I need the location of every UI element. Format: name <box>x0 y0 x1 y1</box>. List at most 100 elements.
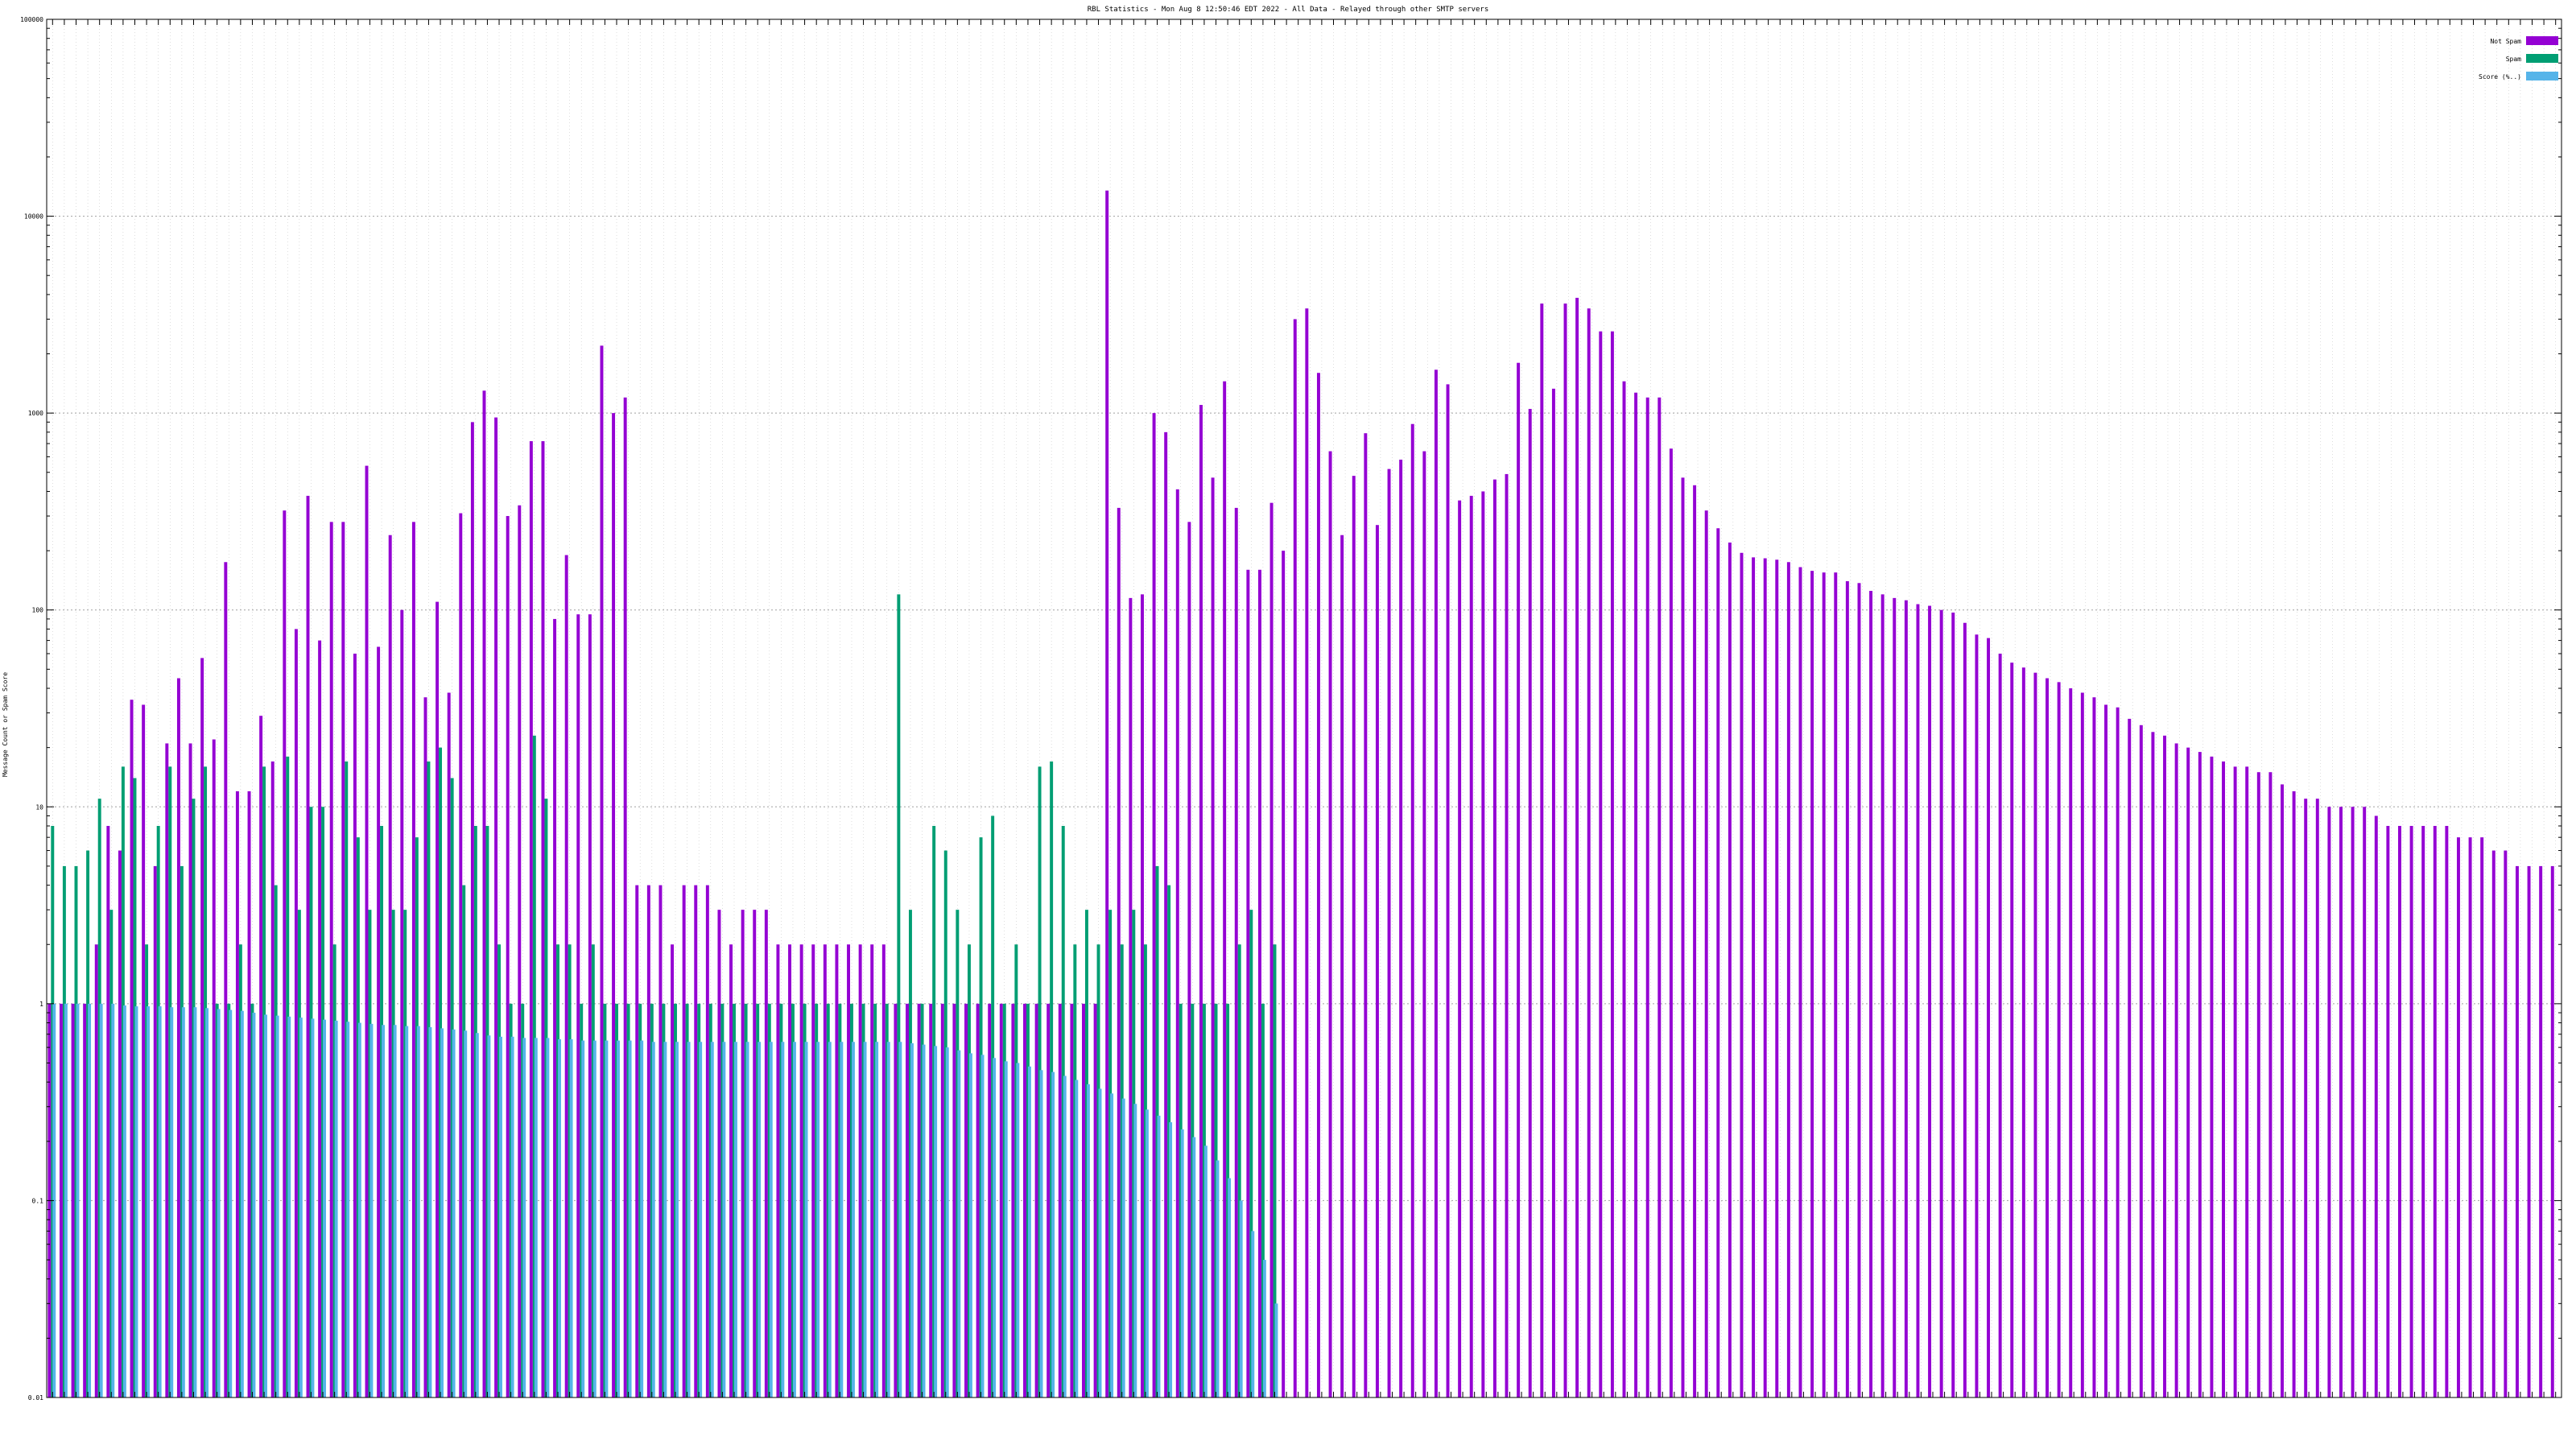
bar-not-spam <box>2139 724 2143 1397</box>
bar-not-spam <box>2457 837 2460 1397</box>
bar-spam <box>509 1003 513 1397</box>
bar-not-spam <box>2351 807 2355 1397</box>
bar-not-spam <box>988 1003 992 1397</box>
bar-not-spam <box>1481 491 1485 1398</box>
y-tick-label: 100 <box>32 607 44 614</box>
bar-score <box>405 1026 409 1397</box>
y-tick-label: 100000 <box>20 16 43 23</box>
bar-not-spam <box>341 522 345 1397</box>
bar-not-spam <box>1517 362 1521 1398</box>
bar-not-spam <box>1164 431 1168 1398</box>
bar-not-spam <box>83 1003 87 1397</box>
bar-spam <box>1026 1003 1030 1397</box>
bar-not-spam <box>658 885 663 1397</box>
bar-not-spam <box>2104 704 2108 1397</box>
bar-not-spam <box>1293 319 1297 1397</box>
bar-not-spam <box>2021 667 2025 1397</box>
bar-not-spam <box>1786 562 1790 1397</box>
bar-score <box>851 1042 855 1397</box>
bar-score <box>240 1010 244 1397</box>
bar-not-spam <box>270 761 275 1397</box>
bar-not-spam <box>2057 682 2061 1397</box>
bar-score <box>275 1015 279 1397</box>
bar-not-spam <box>811 944 815 1397</box>
bar-not-spam <box>1129 597 1133 1397</box>
bar-score <box>475 1033 479 1397</box>
bar-not-spam <box>1257 569 1261 1397</box>
bar-score <box>898 1042 902 1397</box>
bar-not-spam <box>1175 489 1179 1397</box>
bar-spam <box>345 761 349 1397</box>
bar-not-spam <box>823 944 827 1397</box>
bar-score <box>1121 1098 1125 1397</box>
bar-score <box>546 1038 550 1397</box>
bar-not-spam <box>741 910 745 1397</box>
bar-not-spam <box>2550 865 2554 1397</box>
bar-not-spam <box>1141 594 1144 1397</box>
bar-not-spam <box>188 743 192 1397</box>
bar-score <box>922 1044 926 1397</box>
bar-score <box>193 1007 197 1397</box>
bar-not-spam <box>2421 825 2425 1397</box>
bar-not-spam <box>447 692 451 1397</box>
bar-not-spam <box>1070 1003 1074 1397</box>
bar-not-spam <box>247 791 251 1397</box>
bar-not-spam <box>1575 297 1579 1397</box>
bar-not-spam <box>200 658 204 1397</box>
bar-score <box>1216 1160 1220 1397</box>
bar-score <box>1228 1178 1232 1397</box>
bar-not-spam <box>1845 580 1849 1397</box>
bar-not-spam <box>929 1003 933 1397</box>
bar-score <box>534 1038 538 1397</box>
bar-not-spam <box>1681 477 1685 1397</box>
bar-not-spam <box>529 441 533 1397</box>
bar-spam <box>1273 944 1277 1397</box>
bar-not-spam <box>2046 678 2050 1397</box>
bar-not-spam <box>1316 373 1320 1397</box>
bar-not-spam <box>2151 732 2155 1397</box>
bar-not-spam <box>600 345 604 1398</box>
bar-not-spam <box>353 653 357 1397</box>
bar-not-spam <box>283 510 287 1398</box>
bar-spam <box>1249 910 1253 1397</box>
bar-not-spam <box>1058 1003 1062 1397</box>
bar-spam <box>238 944 242 1397</box>
bar-spam <box>826 1003 830 1397</box>
bar-not-spam <box>1869 591 1873 1397</box>
bar-not-spam <box>1634 392 1638 1398</box>
bar-score <box>311 1018 315 1397</box>
chart-title: RBL Statistics - Mon Aug 8 12:50:46 EDT … <box>1088 6 1489 14</box>
bar-not-spam <box>1657 397 1662 1398</box>
bar-not-spam <box>2256 772 2260 1397</box>
bar-score <box>687 1042 691 1397</box>
bar-not-spam <box>329 522 333 1397</box>
bar-not-spam <box>2010 663 2014 1397</box>
bar-not-spam <box>365 465 369 1397</box>
bar-not-spam <box>318 640 322 1397</box>
bar-not-spam <box>94 944 98 1397</box>
bar-not-spam <box>753 910 757 1397</box>
bar-not-spam <box>59 1003 63 1397</box>
bar-not-spam <box>1234 507 1238 1397</box>
bar-not-spam <box>2174 743 2178 1397</box>
bar-not-spam <box>153 865 157 1397</box>
bar-score <box>769 1042 773 1397</box>
bar-not-spam <box>705 885 709 1397</box>
bar-not-spam <box>1893 597 1897 1397</box>
bar-spam <box>1214 1003 1218 1397</box>
bar-not-spam <box>1775 559 1779 1397</box>
bar-score <box>522 1038 526 1397</box>
bar-spam <box>733 1003 736 1397</box>
bar-score <box>1027 1066 1031 1397</box>
bar-score <box>886 1042 890 1397</box>
bar-score <box>875 1042 879 1397</box>
bar-score <box>968 1053 972 1397</box>
bar-score <box>1039 1070 1043 1397</box>
bar-score <box>1192 1137 1196 1397</box>
bar-score <box>52 1003 56 1397</box>
y-tick-label: 0.1 <box>32 1197 44 1204</box>
bar-score <box>710 1042 714 1397</box>
bar-score <box>428 1027 432 1397</box>
bar-score <box>558 1038 561 1397</box>
y-tick-label: 1000 <box>28 410 43 417</box>
